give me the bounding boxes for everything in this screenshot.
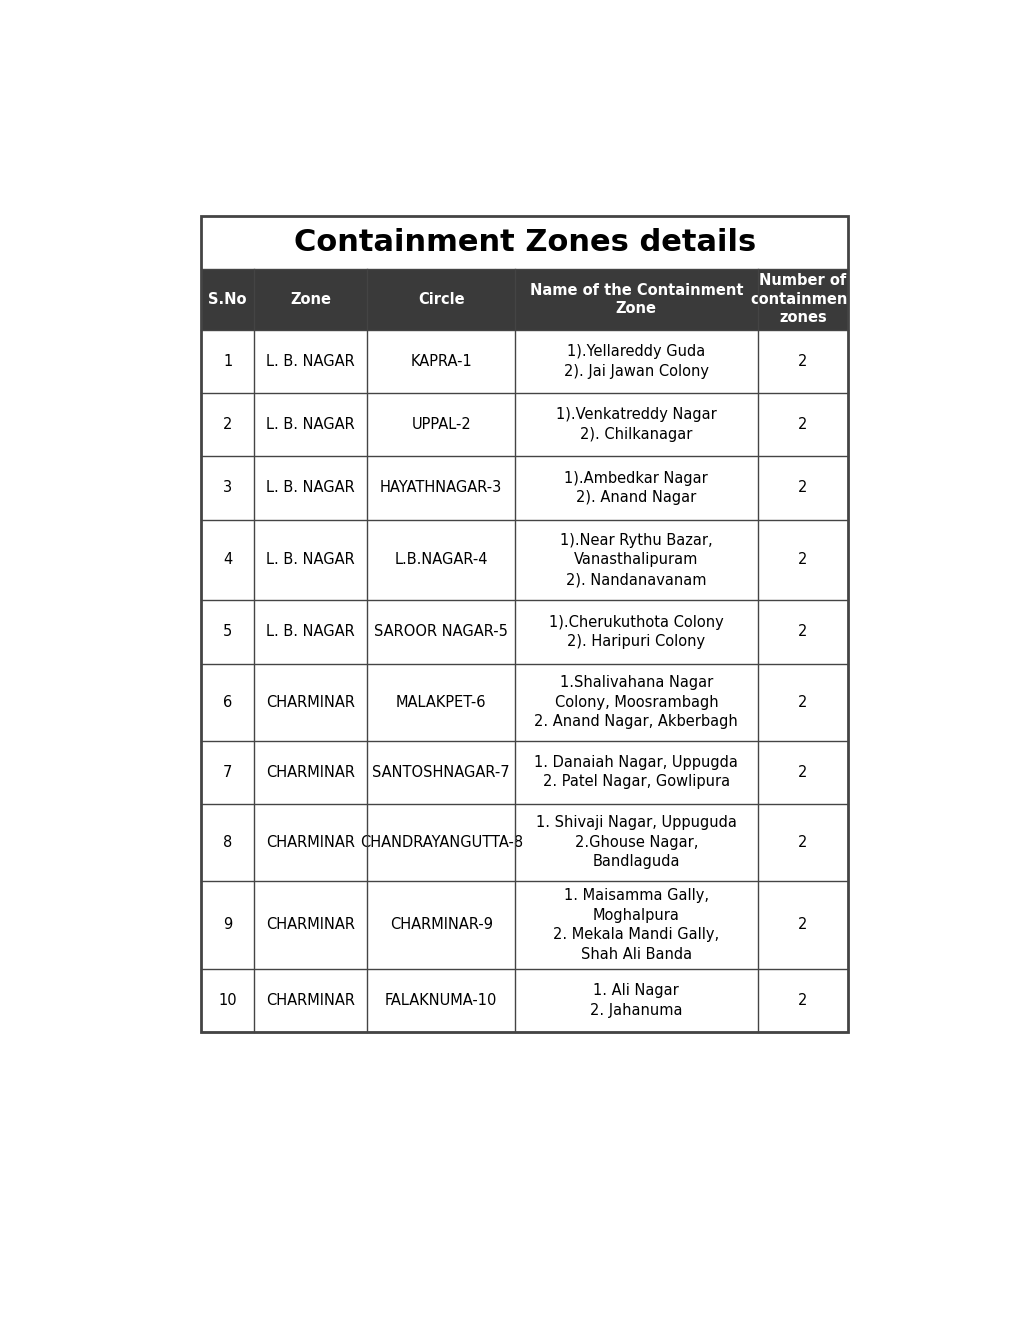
Bar xyxy=(201,457,848,520)
Bar xyxy=(201,601,848,664)
Text: 5: 5 xyxy=(223,624,232,639)
Text: S.No: S.No xyxy=(208,292,247,306)
Text: 9: 9 xyxy=(223,917,232,932)
Bar xyxy=(201,330,848,393)
Text: Number of
containment
zones: Number of containment zones xyxy=(750,273,854,326)
Text: 2: 2 xyxy=(223,417,232,433)
Bar xyxy=(201,741,848,804)
Text: CHARMINAR: CHARMINAR xyxy=(266,694,355,710)
Text: 1. Danaiah Nagar, Uppugda
2. Patel Nagar, Gowlipura: 1. Danaiah Nagar, Uppugda 2. Patel Nagar… xyxy=(534,755,738,789)
Text: L. B. NAGAR: L. B. NAGAR xyxy=(266,480,355,495)
Text: CHARMINAR: CHARMINAR xyxy=(266,917,355,932)
Text: CHARMINAR-9: CHARMINAR-9 xyxy=(389,917,492,932)
Text: UPPAL-2: UPPAL-2 xyxy=(411,417,471,433)
Text: 1. Ali Nagar
2. Jahanuma: 1. Ali Nagar 2. Jahanuma xyxy=(589,983,682,1018)
Text: 1.Shalivahana Nagar
Colony, Moosrambagh
2. Anand Nagar, Akberbagh: 1.Shalivahana Nagar Colony, Moosrambagh … xyxy=(534,675,738,730)
Text: L. B. NAGAR: L. B. NAGAR xyxy=(266,354,355,370)
Bar xyxy=(201,969,848,1032)
Text: 4: 4 xyxy=(223,553,232,568)
Text: L. B. NAGAR: L. B. NAGAR xyxy=(266,624,355,639)
Text: 1).Cherukuthota Colony
2). Haripuri Colony: 1).Cherukuthota Colony 2). Haripuri Colo… xyxy=(548,615,723,649)
Text: 2: 2 xyxy=(798,417,807,433)
Text: 8: 8 xyxy=(223,834,232,850)
Text: CHARMINAR: CHARMINAR xyxy=(266,993,355,1008)
Text: CHARMINAR: CHARMINAR xyxy=(266,834,355,850)
Text: 2: 2 xyxy=(798,553,807,568)
Text: 7: 7 xyxy=(223,764,232,780)
Bar xyxy=(201,393,848,457)
Text: Circle: Circle xyxy=(418,292,464,306)
Text: 1. Shivaji Nagar, Uppuguda
2.Ghouse Nagar,
Bandlaguda: 1. Shivaji Nagar, Uppuguda 2.Ghouse Naga… xyxy=(535,814,736,870)
Text: L.B.NAGAR-4: L.B.NAGAR-4 xyxy=(394,553,487,568)
Bar xyxy=(201,804,848,880)
Bar xyxy=(201,216,848,1032)
Text: 3: 3 xyxy=(223,480,232,495)
Text: 6: 6 xyxy=(223,694,232,710)
Text: 2: 2 xyxy=(798,694,807,710)
Text: 1: 1 xyxy=(223,354,232,370)
Text: MALAKPET-6: MALAKPET-6 xyxy=(395,694,486,710)
Bar xyxy=(201,520,848,601)
Text: 1).Near Rythu Bazar,
Vanasthalipuram
2). Nandanavanam: 1).Near Rythu Bazar, Vanasthalipuram 2).… xyxy=(559,533,712,587)
Text: 1. Maisamma Gally,
Moghalpura
2. Mekala Mandi Gally,
Shah Ali Banda: 1. Maisamma Gally, Moghalpura 2. Mekala … xyxy=(552,888,718,962)
Text: L. B. NAGAR: L. B. NAGAR xyxy=(266,417,355,433)
Text: 2: 2 xyxy=(798,917,807,932)
Text: CHANDRAYANGUTTA-8: CHANDRAYANGUTTA-8 xyxy=(360,834,523,850)
Bar xyxy=(201,880,848,969)
Text: 1).Venkatreddy Nagar
2). Chilkanagar: 1).Venkatreddy Nagar 2). Chilkanagar xyxy=(555,408,716,442)
Text: 2: 2 xyxy=(798,480,807,495)
Text: Containment Zones details: Containment Zones details xyxy=(293,228,755,257)
Text: CHARMINAR: CHARMINAR xyxy=(266,764,355,780)
Text: SAROOR NAGAR-5: SAROOR NAGAR-5 xyxy=(374,624,507,639)
Text: 1).Ambedkar Nagar
2). Anand Nagar: 1).Ambedkar Nagar 2). Anand Nagar xyxy=(564,470,707,506)
Text: 1).Yellareddy Guda
2). Jai Jawan Colony: 1).Yellareddy Guda 2). Jai Jawan Colony xyxy=(564,345,708,379)
Text: HAYATHNAGAR-3: HAYATHNAGAR-3 xyxy=(380,480,501,495)
Text: 2: 2 xyxy=(798,354,807,370)
Text: L. B. NAGAR: L. B. NAGAR xyxy=(266,553,355,568)
Text: SANTOSHNAGAR-7: SANTOSHNAGAR-7 xyxy=(372,764,510,780)
Bar xyxy=(201,216,848,268)
Text: 2: 2 xyxy=(798,764,807,780)
Text: Zone: Zone xyxy=(290,292,331,306)
Text: FALAKNUMA-10: FALAKNUMA-10 xyxy=(384,993,497,1008)
Bar xyxy=(201,664,848,741)
Bar xyxy=(201,268,848,330)
Text: 2: 2 xyxy=(798,624,807,639)
Text: 10: 10 xyxy=(218,993,236,1008)
Text: Name of the Containment
Zone: Name of the Containment Zone xyxy=(529,282,742,315)
Text: 2: 2 xyxy=(798,834,807,850)
Text: 2: 2 xyxy=(798,993,807,1008)
Text: KAPRA-1: KAPRA-1 xyxy=(410,354,472,370)
